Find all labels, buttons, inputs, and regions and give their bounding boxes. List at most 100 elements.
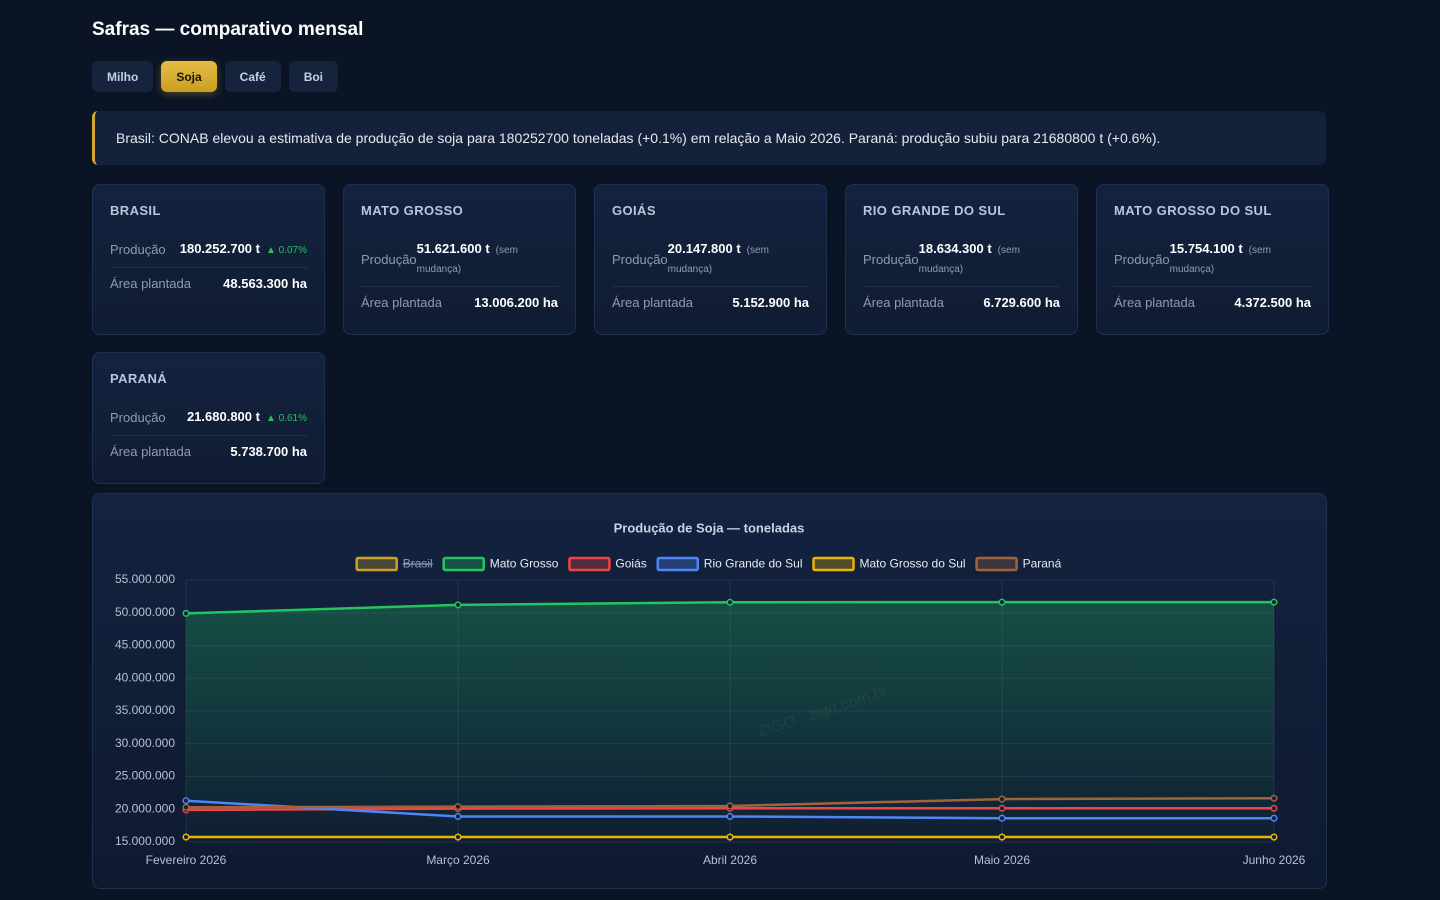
x-tick-label: Março 2026 [426, 853, 490, 867]
area-value: 48.563.300 ha [223, 276, 307, 291]
production-change: (sem mudança) [1169, 245, 1271, 275]
region-card: MATO GROSSO DO SUL Produção 15.754.100 t (s… [1096, 184, 1329, 335]
data-point [1270, 794, 1278, 802]
tab[interactable]: Boi [288, 61, 339, 92]
area-row: Área plantada 13.006.200 ha [361, 287, 558, 318]
y-tick-label: 20.000.000 [115, 801, 175, 815]
x-tick-label: Abril 2026 [703, 853, 757, 867]
production-value-group: 15.754.100 t (sem mudança) [1170, 240, 1311, 278]
production-value: 18.634.300 t [918, 241, 992, 256]
card-name: RIO GRANDE DO SUL [863, 203, 1006, 218]
tab[interactable]: Soja [161, 61, 217, 92]
area-label: Área plantada [1114, 295, 1195, 310]
y-tick-label: 45.000.000 [115, 638, 175, 652]
data-point [454, 833, 462, 841]
production-value-group: 21.680.800 t ▲ 0.61% [187, 408, 307, 427]
data-point [182, 797, 190, 805]
production-value: 20.147.800 t [667, 241, 741, 256]
chart: Produção de Soja — toneladas 15.000.000 2… [115, 520, 1306, 867]
area-fill [186, 602, 1274, 842]
tab[interactable]: Café [224, 61, 281, 92]
legend-label: Mato Grosso [490, 557, 559, 571]
production-row: Produção 51.621.600 t (sem mudança) [361, 232, 558, 287]
data-point [1270, 598, 1278, 606]
production-label: Produção [110, 242, 166, 257]
region-card: RIO GRANDE DO SUL Produção 18.634.300 t (se… [845, 184, 1078, 335]
area-label: Área plantada [612, 295, 693, 310]
production-change: ▲ 0.07% [265, 245, 307, 256]
production-label: Produção [1114, 251, 1170, 267]
production-row: Produção 20.147.800 t (sem mudança) [612, 232, 809, 287]
alert-banner: Brasil: CONAB elevou a estimativa de pro… [92, 111, 1326, 165]
production-change: ▲ 0.61% [265, 413, 307, 424]
production-value: 15.754.100 t [1169, 241, 1243, 256]
production-label: Produção [612, 251, 668, 267]
area-value: 13.006.200 ha [474, 295, 558, 310]
legend-swatch [442, 556, 485, 572]
legend-label: Paraná [1023, 557, 1062, 571]
data-point [182, 609, 190, 617]
legend-swatch [812, 556, 855, 572]
tab[interactable]: Milho [92, 61, 154, 92]
production-change: (sem mudança) [918, 245, 1020, 275]
y-tick-label: 55.000.000 [115, 572, 175, 586]
data-point [454, 812, 462, 821]
data-point [182, 833, 190, 841]
production-value-group: 18.634.300 t (sem mudança) [919, 240, 1060, 278]
page-title: Safras — comparativo mensal [92, 19, 364, 40]
tab-bar: Milho Soja Café Boi [92, 61, 339, 92]
chart-panel: Produção de Soja — toneladas 15.000.000 2… [92, 493, 1327, 889]
data-point [1270, 833, 1278, 841]
x-tick-label: Maio 2026 [974, 853, 1030, 867]
area-value: 5.152.900 ha [732, 295, 809, 310]
legend-label: Brasil [403, 557, 433, 571]
area-label: Área plantada [361, 295, 442, 310]
data-point [998, 833, 1006, 841]
card-name: MATO GROSSO [361, 203, 464, 218]
card-name: PARANÁ [110, 371, 168, 386]
y-tick-label: 35.000.000 [115, 703, 175, 717]
production-change: (sem mudança) [667, 245, 769, 275]
area-value: 4.372.500 ha [1234, 295, 1311, 310]
production-row: Produção 180.252.700 t ▲ 0.07% [110, 232, 307, 268]
data-point [998, 598, 1006, 606]
region-card: BRASIL Produção 180.252.700 t ▲ 0.07% Área p… [92, 184, 325, 335]
production-value-group: 51.621.600 t (sem mudança) [417, 240, 558, 278]
legend-label: Rio Grande do Sul [704, 557, 803, 571]
area-row: Área plantada 5.738.700 ha [110, 436, 307, 467]
data-point [1270, 804, 1278, 812]
area-label: Área plantada [110, 444, 191, 459]
area-row: Área plantada 6.729.600 ha [863, 287, 1060, 318]
y-tick-label: 40.000.000 [115, 670, 175, 684]
region-card: GOIÁS Produção 20.147.800 t (sem mudança) Ár… [594, 184, 827, 335]
area-value: 6.729.600 ha [983, 295, 1060, 310]
production-label: Produção [361, 251, 417, 267]
legend-swatch [355, 556, 398, 572]
card-name: MATO GROSSO DO SUL [1114, 203, 1272, 218]
area-row: Área plantada 4.372.500 ha [1114, 287, 1311, 318]
legend-swatch [656, 556, 700, 572]
data-point [998, 804, 1006, 812]
x-tick-label: Junho 2026 [1243, 853, 1306, 867]
data-point [454, 601, 462, 609]
production-label: Produção [863, 251, 919, 267]
card-name: BRASIL [110, 203, 161, 218]
production-value: 21.680.800 t [186, 409, 260, 424]
legend-swatch [975, 556, 1018, 572]
production-value-group: 180.252.700 t ▲ 0.07% [180, 240, 307, 259]
production-row: Produção 15.754.100 t (sem mudança) [1114, 232, 1311, 287]
area-value: 5.738.700 ha [230, 444, 307, 459]
legend-swatch [568, 556, 611, 572]
region-card: MATO GROSSO Produção 51.621.600 t (sem muda… [343, 184, 576, 335]
data-point [1270, 814, 1278, 822]
y-tick-label: 25.000.000 [115, 769, 175, 783]
card-grid: BRASIL Produção 180.252.700 t ▲ 0.07% Área p… [92, 184, 1329, 484]
region-card: PARANÁ Produção 21.680.800 t ▲ 0.61% Área pl… [92, 352, 325, 484]
data-point [182, 803, 190, 811]
card-name: GOIÁS [612, 203, 656, 218]
production-row: Produção 18.634.300 t (sem mudança) [863, 232, 1060, 287]
y-tick-label: 30.000.000 [115, 736, 175, 750]
area-row: Área plantada 5.152.900 ha [612, 287, 809, 318]
production-value: 51.621.600 t [416, 241, 490, 256]
